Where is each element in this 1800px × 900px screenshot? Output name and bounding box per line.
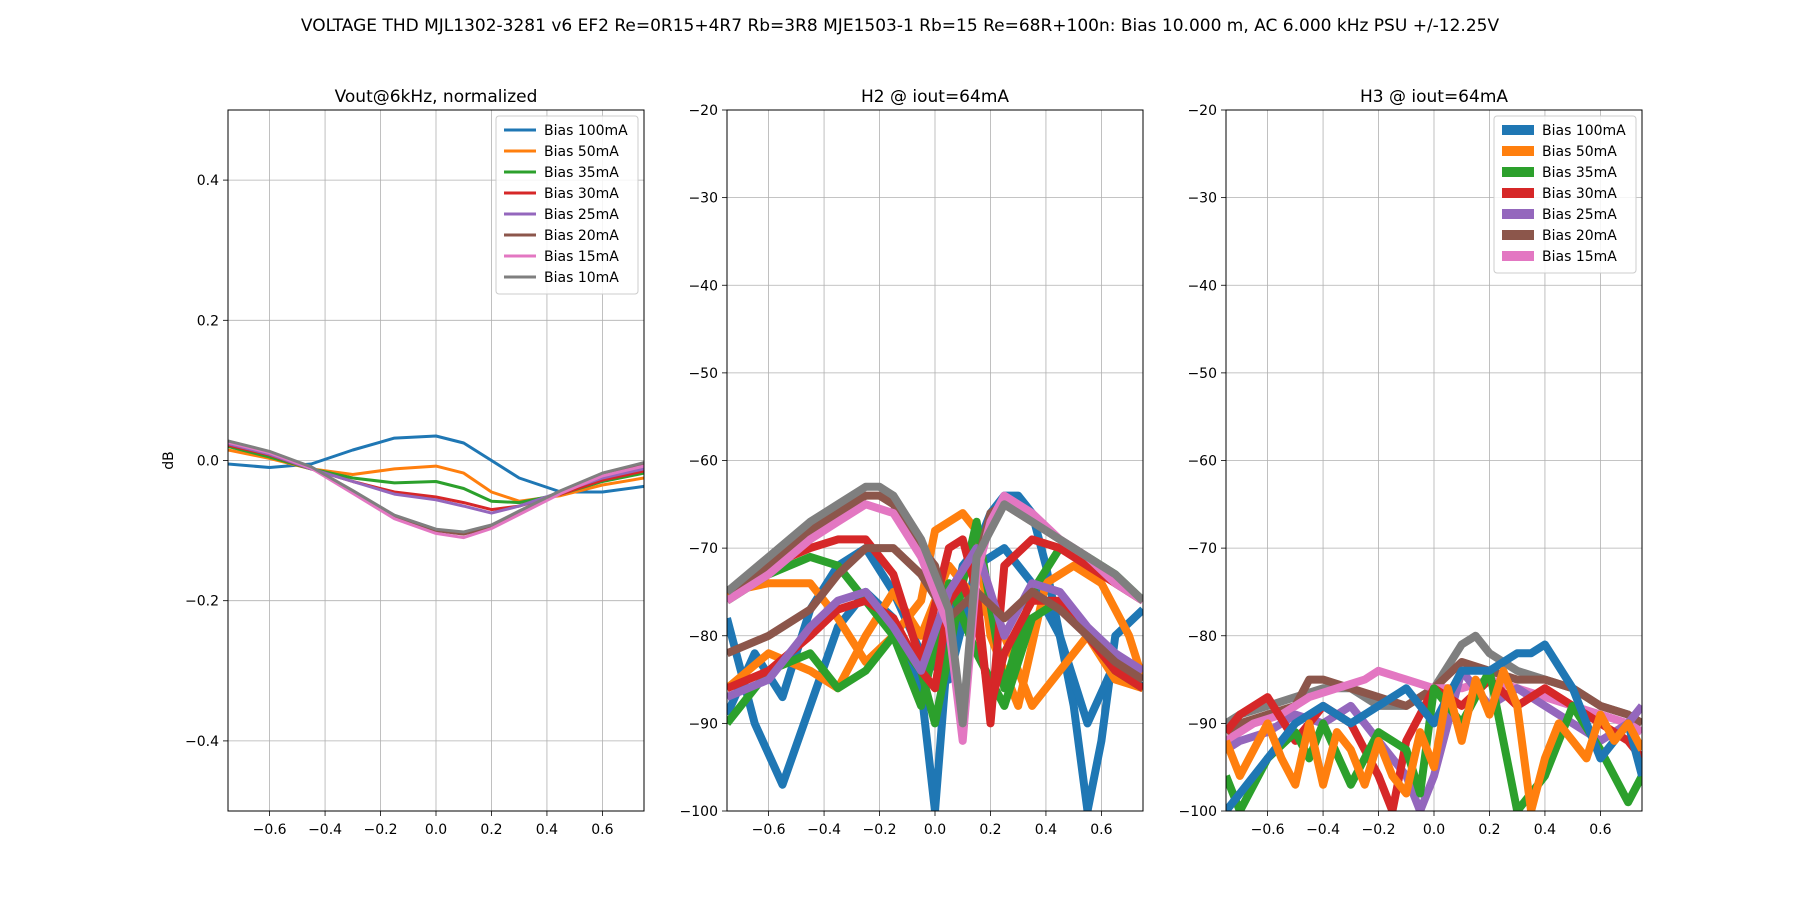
y-tick-label: −0.4: [185, 734, 219, 750]
x-tick-label: 0.2: [979, 822, 1001, 838]
series-line-bias-10ma: [228, 439, 644, 534]
legend-entry-label: Bias 10mA: [544, 270, 619, 286]
y-tick-label: −80: [1187, 629, 1217, 645]
y-tick-label: −60: [1187, 454, 1217, 470]
series-group: [727, 482, 1143, 811]
subplot-title: Vout@6kHz, normalized: [335, 87, 538, 107]
figure-suptitle: VOLTAGE THD MJL1302-3281 v6 EF2 Re=0R15+…: [301, 16, 1500, 36]
series-line-bias-35ma: [1226, 666, 1642, 811]
y-tick-label: −60: [688, 454, 718, 470]
y-tick-label: 0.0: [197, 454, 219, 470]
legend-entry-label: Bias 50mA: [1542, 144, 1617, 160]
y-tick-label: −20: [688, 103, 718, 119]
legend-entry-label: Bias 30mA: [1542, 186, 1617, 202]
series-line-bias-10ma: [727, 482, 1143, 728]
legend: Bias 100mA Bias 50mA Bias 35mA Bias 30mA Bia…: [495, 115, 639, 295]
series-line-bias-30ma: [727, 579, 1143, 710]
subplot-title: H2 @ iout=64mA: [861, 87, 1009, 107]
legend-entry-label: Bias 25mA: [1542, 207, 1617, 223]
x-tick-label: 0.2: [480, 822, 502, 838]
x-tick-label: −0.4: [308, 822, 342, 838]
y-tick-label: −0.2: [185, 594, 219, 610]
x-tick-label: −0.6: [1251, 822, 1285, 838]
series-group: [1226, 631, 1642, 811]
x-tick-label: −0.6: [253, 822, 287, 838]
legend-entry-label: Bias 30mA: [544, 186, 619, 202]
x-tick-label: 0.2: [1478, 822, 1500, 838]
y-tick-label: −40: [1187, 278, 1217, 294]
legend-entry-label: Bias 15mA: [1542, 249, 1617, 265]
y-tick-label: −30: [1187, 191, 1217, 207]
series-line-bias-50ma: [727, 561, 1143, 710]
x-tick-label: 0.6: [591, 822, 613, 838]
x-tick-label: 0.6: [1589, 822, 1611, 838]
y-tick-label: 0.2: [197, 313, 219, 329]
axes-frame: [726, 109, 1144, 812]
y-tick-label: 0.4: [197, 173, 219, 189]
y-tick-label: −70: [1187, 541, 1217, 557]
x-tick-label: 0.4: [536, 822, 558, 838]
y-tick-label: −90: [688, 716, 718, 732]
x-tick-label: −0.6: [752, 822, 786, 838]
x-tick-label: 0.6: [1090, 822, 1112, 838]
y-tick-label: −20: [1187, 103, 1217, 119]
legend-entry-label: Bias 35mA: [1542, 165, 1617, 181]
y-tick-label: −100: [680, 804, 718, 820]
subplot-title: H3 @ iout=64mA: [1360, 87, 1508, 107]
x-tick-label: −0.4: [807, 822, 841, 838]
series-group: [228, 434, 644, 540]
y-tick-label: −80: [688, 629, 718, 645]
y-tick-label: −100: [1179, 804, 1217, 820]
x-tick-label: 0.0: [924, 822, 946, 838]
subplot-vout: −0.6 −0.4 −0.2 0.0 0.2 0.4 0.6 −0.4 −0.2 0.0 0.2 0.…: [161, 87, 645, 838]
legend-entry-label: Bias 15mA: [544, 249, 619, 265]
series-line-bias-25ma: [1226, 666, 1642, 811]
axes-frame: [227, 109, 645, 812]
x-tick-label: 0.4: [1035, 822, 1057, 838]
y-tick-label: −90: [1187, 716, 1217, 732]
y-tick-label: −50: [688, 366, 718, 382]
subplot-h2: −0.6 −0.4 −0.2 0.0 0.2 0.4 0.6 −100 −90 −80 −70 −60…: [680, 87, 1144, 838]
y-tick-label: −50: [1187, 366, 1217, 382]
x-tick-label: 0.0: [1423, 822, 1445, 838]
y-axis-label: dB: [161, 451, 177, 470]
x-tick-label: −0.2: [364, 822, 398, 838]
x-tick-label: −0.4: [1306, 822, 1340, 838]
x-tick-label: 0.0: [425, 822, 447, 838]
x-tick-label: −0.2: [863, 822, 897, 838]
legend-entry-label: Bias 20mA: [1542, 228, 1617, 244]
series-line-bias-30ma: [727, 535, 1143, 728]
legend-entry-label: Bias 25mA: [544, 207, 619, 223]
series-line-bias-50ma: [1226, 666, 1642, 811]
series-line-bias-25ma: [727, 544, 1143, 701]
subplot-h3: −0.6 −0.4 −0.2 0.0 0.2 0.4 0.6 −100 −90 −80 −70 −60…: [1179, 87, 1643, 838]
x-tick-label: 0.4: [1534, 822, 1556, 838]
legend-entry-label: Bias 35mA: [544, 165, 619, 181]
axes-frame: [1225, 109, 1643, 812]
y-tick-label: −40: [688, 278, 718, 294]
y-tick-label: −70: [688, 541, 718, 557]
legend-entry-label: Bias 20mA: [544, 228, 619, 244]
legend-box: [495, 115, 639, 295]
legend-entry-label: Bias 100mA: [1542, 123, 1626, 139]
legend-entry-label: Bias 50mA: [544, 144, 619, 160]
legend-entry-label: Bias 100mA: [544, 123, 628, 139]
x-tick-label: −0.2: [1362, 822, 1396, 838]
legend: Bias 100mA Bias 50mA Bias 35mA Bias 30mA Bia…: [1493, 115, 1637, 274]
y-tick-label: −30: [688, 191, 718, 207]
